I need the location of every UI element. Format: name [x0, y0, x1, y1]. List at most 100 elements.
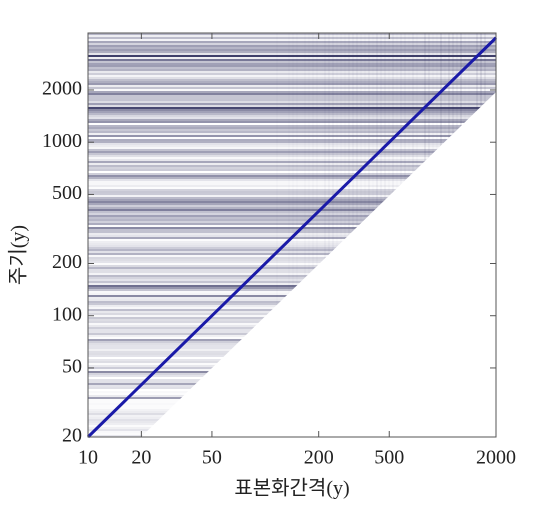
heatmap-band — [88, 247, 496, 249]
heatmap-band — [88, 77, 496, 79]
heatmap-band — [88, 345, 496, 347]
heatmap-band — [88, 219, 496, 221]
heatmap-band — [88, 383, 496, 385]
heatmap-band — [88, 409, 496, 411]
heatmap-band — [88, 199, 496, 201]
heatmap-band — [88, 309, 496, 311]
heatmap-band — [88, 395, 496, 397]
heatmap-band — [344, 33, 346, 437]
heatmap-band — [88, 343, 496, 345]
heatmap-band — [88, 367, 496, 369]
heatmap-band — [88, 177, 496, 179]
heatmap-band — [424, 33, 426, 437]
heatmap-band — [88, 315, 496, 317]
heatmap-band — [88, 121, 496, 123]
heatmap-band — [88, 115, 496, 117]
y-tick-label: 1000 — [42, 130, 82, 152]
heatmap-band — [88, 301, 496, 303]
heatmap-band — [88, 183, 496, 185]
heatmap-band — [88, 69, 496, 71]
heatmap-band — [88, 227, 496, 229]
heatmap-band — [88, 419, 496, 421]
heatmap-band — [308, 33, 310, 437]
heatmap-band — [88, 71, 496, 73]
heatmap-band — [88, 311, 496, 313]
heatmap-band — [88, 295, 496, 297]
heatmap-band — [88, 205, 496, 207]
heatmap-band — [88, 361, 496, 363]
x-tick-label: 500 — [374, 447, 404, 469]
heatmap-band — [88, 41, 496, 43]
heatmap-band — [348, 33, 350, 437]
heatmap-band — [88, 193, 496, 195]
heatmap-band — [88, 195, 496, 197]
line — [86, 36, 498, 439]
heatmap-band — [88, 87, 496, 89]
heatmap-band — [88, 353, 496, 355]
heatmap-band — [468, 33, 470, 437]
heatmap-band — [88, 65, 496, 67]
heatmap-band — [88, 147, 496, 149]
heatmap-band — [460, 33, 462, 437]
heatmap-band — [88, 277, 496, 279]
heatmap-band — [88, 141, 496, 143]
heatmap-band — [88, 119, 496, 121]
heatmap-band — [88, 351, 496, 353]
heatmap-band — [88, 211, 496, 213]
heatmap-band — [88, 279, 496, 281]
y-tick-label: 500 — [52, 182, 82, 204]
heatmap-band — [88, 185, 496, 187]
heatmap-band — [88, 149, 496, 151]
heatmap-band — [88, 139, 496, 141]
heatmap-band — [88, 429, 496, 431]
heatmap-band — [88, 415, 496, 417]
heatmap-band — [88, 319, 496, 321]
heatmap-band — [88, 111, 496, 113]
heatmap-band — [88, 349, 496, 351]
heatmap-band — [88, 75, 496, 77]
heatmap-band — [88, 329, 496, 331]
heatmap-band — [88, 169, 496, 171]
heatmap-band — [88, 347, 496, 349]
heatmap-band — [88, 285, 496, 287]
heatmap-band — [88, 83, 496, 85]
heatmap-band — [88, 143, 496, 145]
heatmap-band — [88, 433, 496, 435]
heatmap-band — [88, 55, 496, 57]
heatmap-band — [88, 203, 496, 205]
heatmap-band — [340, 33, 342, 437]
heatmap-band — [88, 333, 496, 335]
heatmap-band — [88, 327, 496, 329]
heatmap-band — [88, 245, 496, 247]
heatmap-band — [88, 179, 496, 181]
heatmap-band — [88, 151, 496, 153]
heatmap-band — [88, 267, 496, 269]
heatmap-band — [88, 201, 496, 203]
heatmap-band — [88, 363, 496, 365]
heatmap-band — [88, 281, 496, 283]
heatmap-band — [476, 33, 478, 437]
heatmap-band — [88, 33, 496, 35]
heatmap-band — [88, 275, 496, 277]
heatmap-band — [464, 33, 466, 437]
x-tick-label: 200 — [304, 447, 334, 469]
heatmap-band — [88, 97, 496, 99]
heatmap-band — [88, 37, 496, 39]
heatmap-band — [384, 33, 386, 437]
heatmap-band — [88, 95, 496, 97]
heatmap-band — [88, 273, 496, 275]
heatmap-band — [276, 33, 278, 437]
heatmap-band — [88, 385, 496, 387]
heatmap-band — [88, 391, 496, 393]
heatmap-band — [88, 241, 496, 243]
heatmap-band — [88, 67, 496, 69]
heatmap-band — [444, 33, 446, 437]
x-axis-label: 표본화간격(y) — [234, 477, 349, 500]
heatmap-band — [88, 129, 496, 131]
heatmap-band — [88, 155, 496, 157]
heatmap-band — [88, 399, 496, 401]
heatmap-band — [88, 59, 496, 61]
y-tick-label: 20 — [62, 425, 82, 447]
heatmap-band — [88, 269, 496, 271]
